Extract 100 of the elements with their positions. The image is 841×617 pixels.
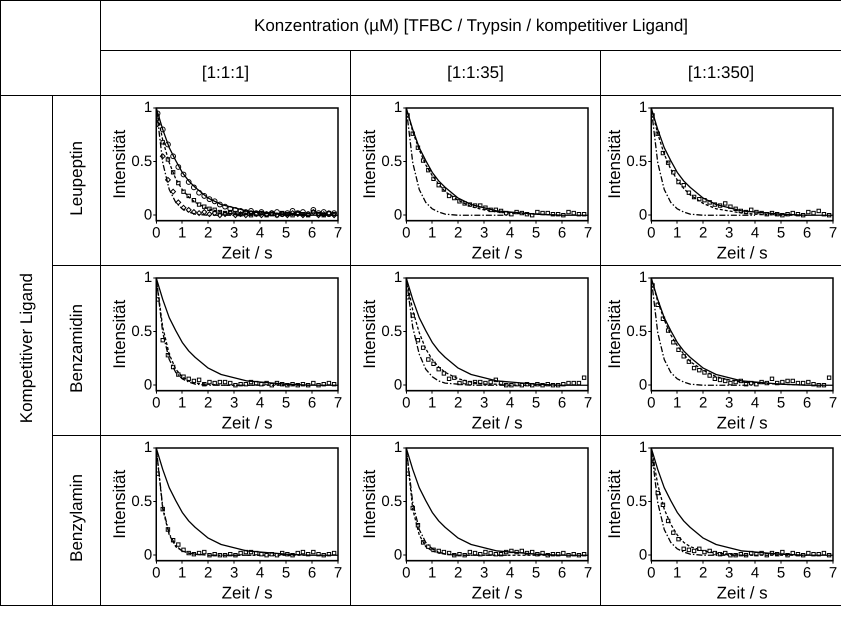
x-tick-label: 5 — [531, 564, 540, 582]
x-tick-label: 1 — [428, 564, 436, 582]
y-axis-title: Intensität — [604, 299, 624, 368]
y-tick-label: 0 — [638, 376, 648, 393]
y-tick-label: 0.5 — [130, 322, 152, 340]
y-tick-label: 0.5 — [380, 322, 402, 340]
chart-title: [1:1:35] — [350, 50, 600, 96]
x-tick-label: 3 — [724, 564, 734, 582]
x-tick-label: 6 — [802, 564, 812, 582]
x-tick-label: 4 — [505, 394, 514, 412]
x-axis-title: Zeit / s — [716, 412, 768, 432]
y-axis-title: Intensität — [604, 129, 624, 198]
x-tick-label: 6 — [307, 394, 316, 412]
y-axis-title: Intensität — [109, 299, 128, 368]
y-tick-label: 1 — [638, 268, 648, 286]
y-axis-title: Intensität — [359, 299, 378, 368]
x-tick-label: 3 — [479, 564, 488, 582]
x-tick-label: 4 — [255, 564, 264, 582]
x-tick-label: 4 — [750, 224, 760, 242]
x-tick-label: 2 — [454, 564, 462, 582]
x-tick-label: 7 — [828, 564, 838, 582]
x-tick-label: 6 — [802, 224, 812, 242]
x-axis-title: Zeit / s — [716, 242, 768, 262]
x-tick-label: 5 — [531, 394, 540, 412]
x-tick-label: 4 — [750, 564, 760, 582]
x-axis-title: Zeit / s — [471, 582, 522, 602]
y-tick-label: 1 — [393, 438, 402, 456]
y-tick-label: 0.5 — [380, 492, 402, 510]
x-tick-label: 6 — [557, 394, 566, 412]
text: Benzylamin — [66, 474, 86, 562]
x-tick-label: 7 — [828, 224, 838, 242]
x-tick-label: 7 — [583, 564, 592, 582]
y-axis-title: Intensität — [604, 469, 624, 538]
y-tick-label: 0.5 — [380, 152, 402, 170]
x-tick-label: 1 — [178, 224, 186, 242]
chart-title: [1:1:1] — [100, 50, 350, 96]
x-tick-label: 5 — [531, 224, 540, 242]
y-tick-label: 0 — [143, 376, 152, 393]
x-tick-label: 6 — [307, 564, 316, 582]
x-tick-label: 4 — [750, 394, 760, 412]
y-tick-label: 0.5 — [626, 152, 648, 170]
x-tick-label: 5 — [281, 394, 290, 412]
x-tick-label: 7 — [333, 224, 342, 242]
y-tick-label: 1 — [143, 268, 152, 286]
y-tick-label: 0 — [638, 546, 648, 563]
x-tick-label: 6 — [557, 564, 566, 582]
x-tick-label: 2 — [699, 224, 708, 242]
x-tick-label: 2 — [699, 394, 708, 412]
x-tick-label: 1 — [673, 394, 682, 412]
y-tick-label: 1 — [143, 98, 152, 116]
x-tick-label: 2 — [454, 394, 462, 412]
y-tick-label: 0.5 — [626, 322, 648, 340]
y-tick-label: 0 — [638, 206, 648, 223]
y-tick-label: 0 — [393, 376, 402, 393]
x-tick-label: 2 — [204, 394, 212, 412]
y-axis-title: Intensität — [109, 469, 128, 538]
y-tick-label: 0.5 — [130, 492, 152, 510]
text: Kompetitiver Ligand — [16, 272, 36, 424]
x-tick-label: 6 — [307, 224, 316, 242]
x-tick-label: 7 — [583, 224, 592, 242]
x-axis-title: Zeit / s — [471, 242, 522, 262]
y-tick-label: 0 — [143, 206, 152, 223]
x-tick-label: 2 — [204, 224, 212, 242]
x-axis-title: Zeit / s — [221, 412, 272, 432]
x-tick-label: 4 — [505, 224, 514, 242]
x-axis-title: Zeit / s — [221, 582, 272, 602]
x-axis-title: Zeit / s — [716, 582, 768, 602]
y-tick-label: 1 — [638, 438, 648, 456]
x-tick-label: 3 — [479, 224, 488, 242]
x-tick-label: 3 — [229, 564, 238, 582]
x-tick-label: 2 — [454, 224, 462, 242]
x-tick-label: 5 — [776, 564, 786, 582]
y-tick-label: 0 — [143, 546, 152, 563]
y-tick-label: 0 — [393, 546, 402, 563]
x-tick-label: 1 — [673, 224, 682, 242]
x-tick-label: 1 — [178, 394, 186, 412]
y-axis-title: Intensität — [359, 469, 378, 538]
x-tick-label: 6 — [557, 224, 566, 242]
y-tick-label: 1 — [393, 268, 402, 286]
y-tick-label: 1 — [393, 98, 402, 116]
x-tick-label: 5 — [281, 224, 290, 242]
x-axis-title: Zeit / s — [471, 412, 522, 432]
x-tick-label: 3 — [229, 224, 238, 242]
x-tick-label: 3 — [479, 394, 488, 412]
x-tick-label: 3 — [724, 394, 734, 412]
x-tick-label: 2 — [699, 564, 708, 582]
x-tick-label: 5 — [281, 564, 290, 582]
x-tick-label: 1 — [178, 564, 186, 582]
x-tick-label: 1 — [673, 564, 682, 582]
y-axis-title: Intensität — [109, 129, 128, 198]
y-axis-title: Intensität — [359, 129, 378, 198]
y-tick-label: 0 — [393, 206, 402, 223]
y-tick-label: 1 — [143, 438, 152, 456]
y-tick-label: 0.5 — [626, 492, 648, 510]
x-tick-label: 1 — [428, 224, 436, 242]
x-tick-label: 4 — [255, 224, 264, 242]
text: Leupeptin — [66, 140, 86, 216]
chart-title: [1:1:350] — [600, 50, 841, 96]
x-tick-label: 7 — [333, 394, 342, 412]
y-tick-label: 0.5 — [130, 152, 152, 170]
